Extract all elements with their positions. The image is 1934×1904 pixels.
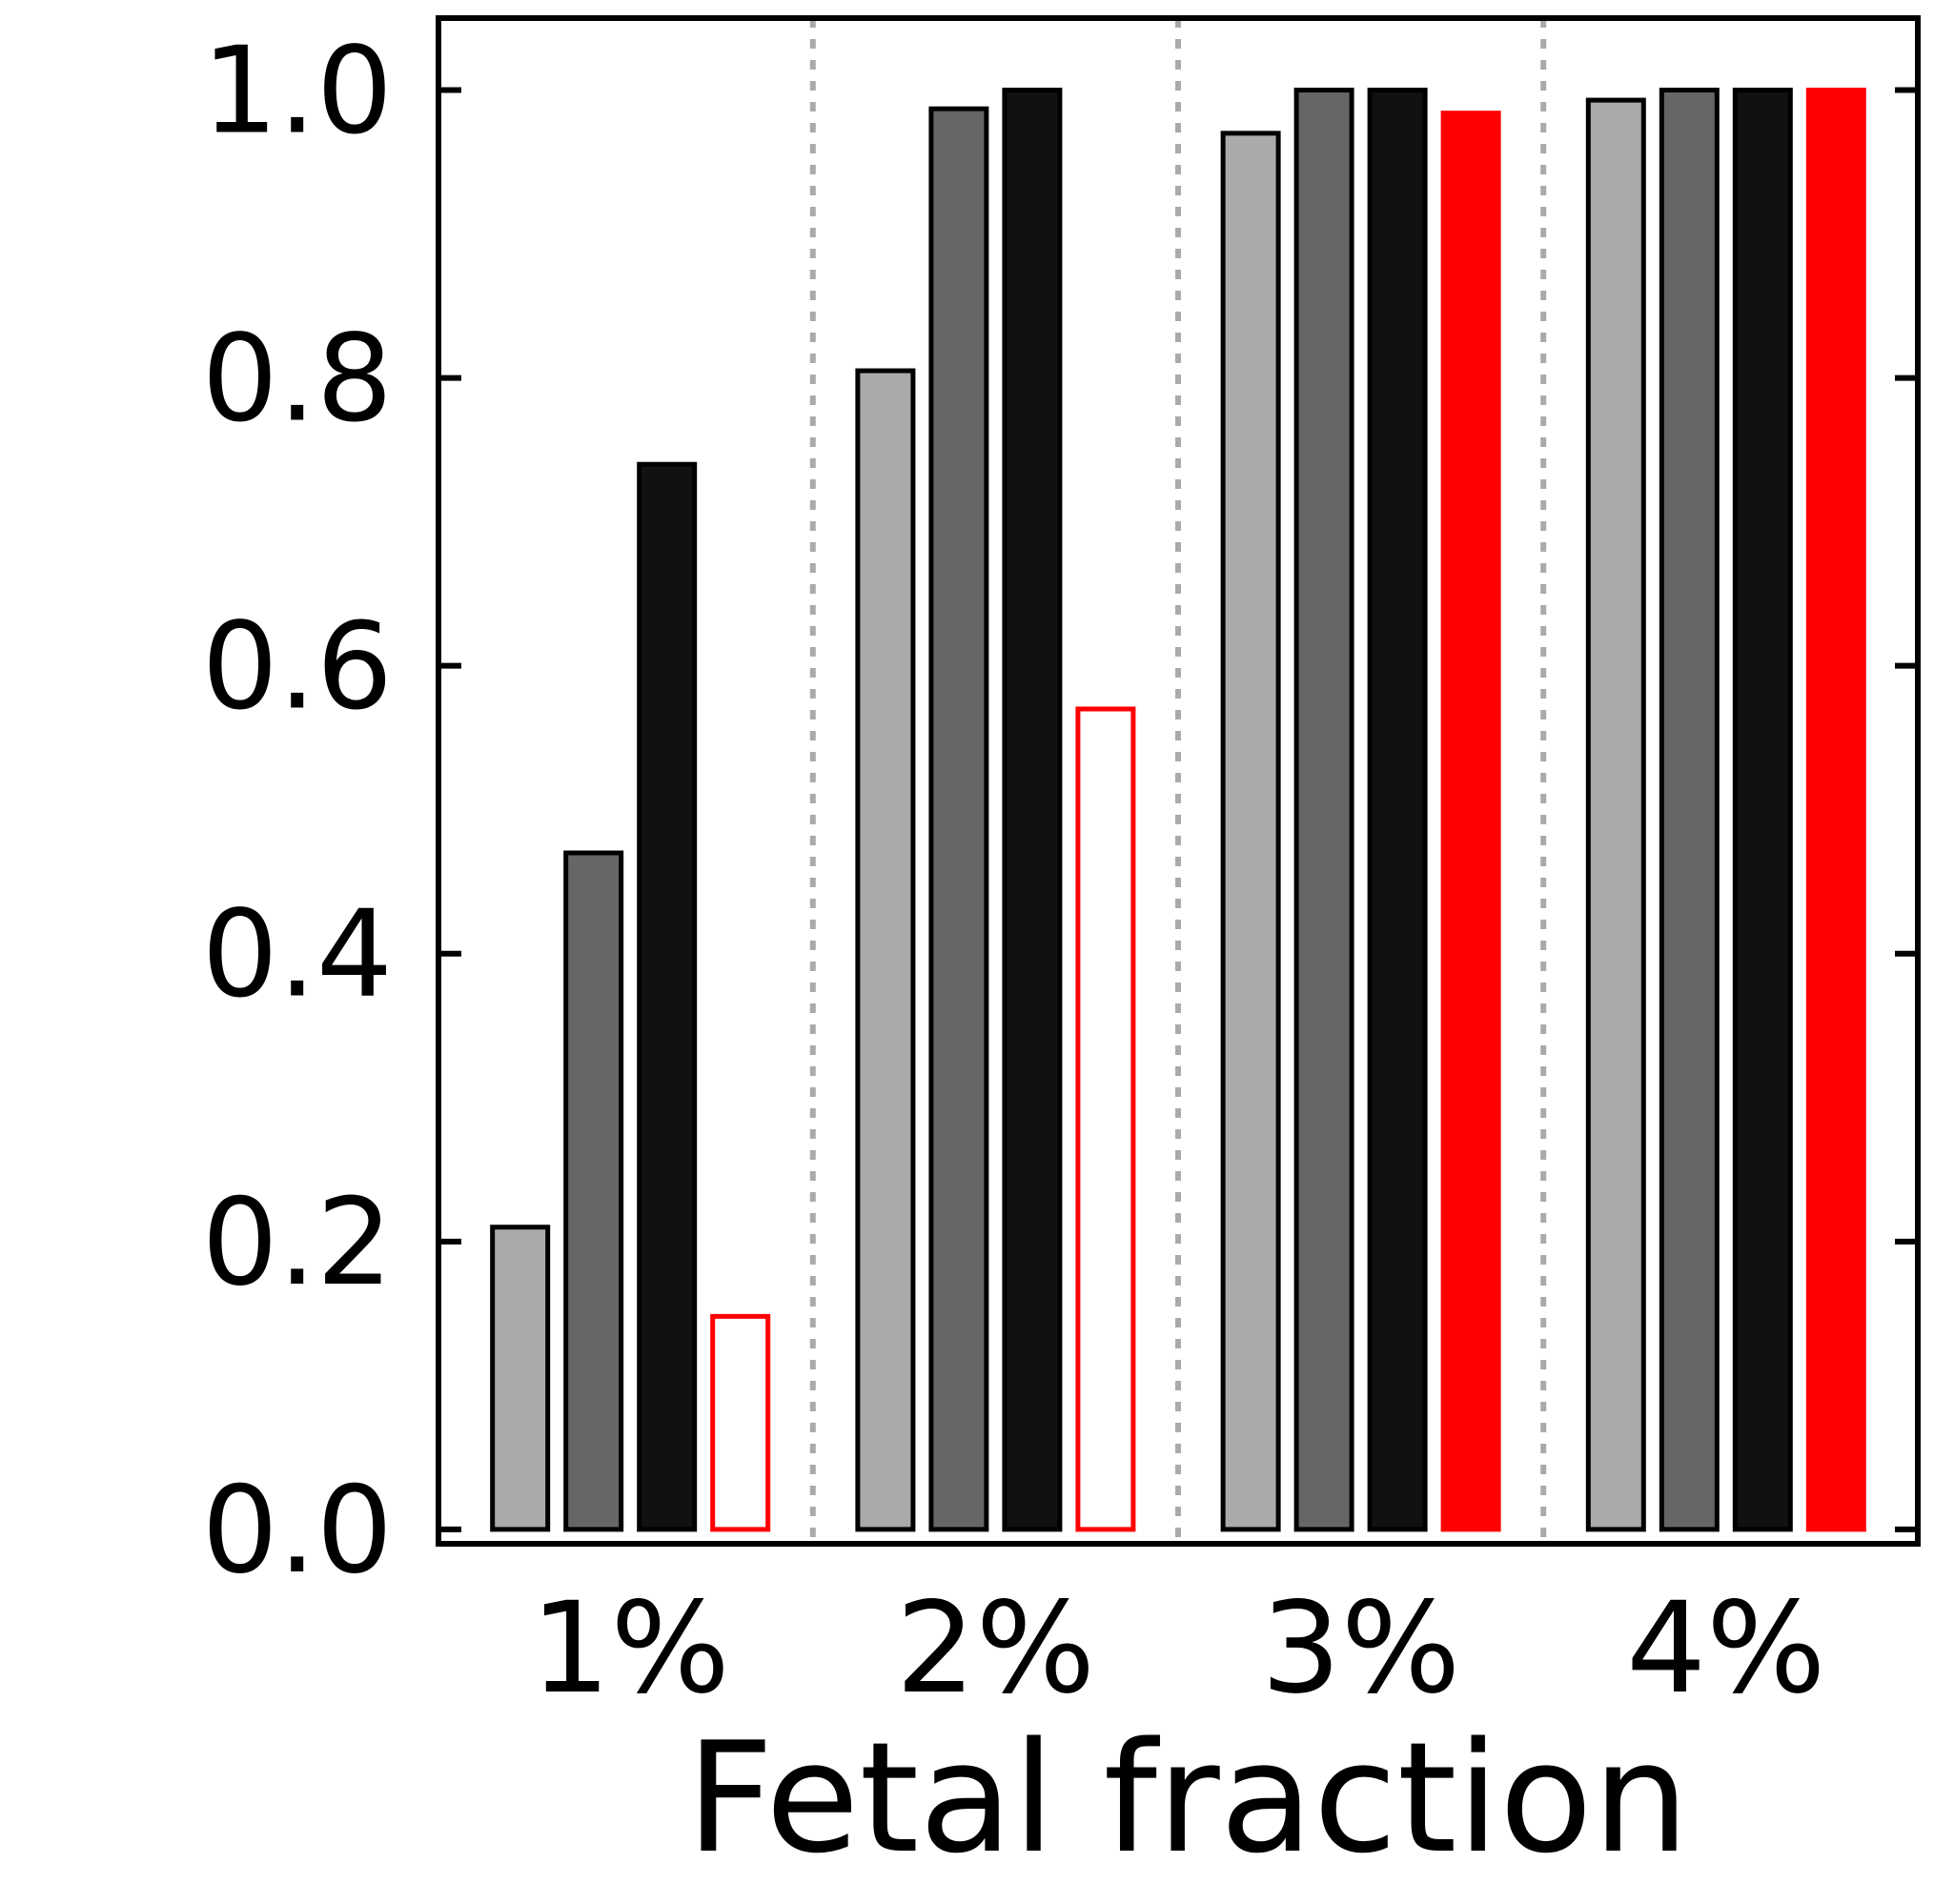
x-tick-label: 4% xyxy=(1626,1575,1825,1722)
x-axis-ticks: 1% 2% 3% 4% xyxy=(530,1575,1825,1722)
y-tick-label: 0.2 xyxy=(202,1172,393,1312)
category-separators xyxy=(809,18,1547,1544)
bar-3pct-series-1 xyxy=(1220,131,1281,1532)
bar-1pct-series-3 xyxy=(637,461,698,1532)
y-tick-label: 0.6 xyxy=(202,597,393,737)
bar-4pct-series-2 xyxy=(1659,88,1720,1532)
bar-3pct-series-3 xyxy=(1367,88,1428,1532)
y-tick-label: 0.8 xyxy=(202,309,393,449)
bar-3pct-series-2 xyxy=(1293,88,1354,1532)
bar-3pct-series-4 xyxy=(1440,111,1501,1532)
bar-2pct-series-1 xyxy=(855,368,916,1532)
bar-1pct-series-1 xyxy=(490,1225,551,1532)
x-tick-label: 2% xyxy=(896,1575,1095,1722)
bar-2pct-series-3 xyxy=(1002,88,1063,1532)
bar-2pct-series-2 xyxy=(928,106,989,1532)
bar-1pct-series-2 xyxy=(563,850,624,1532)
x-tick-label: 3% xyxy=(1261,1575,1460,1722)
bar-4pct-series-3 xyxy=(1732,88,1793,1532)
x-axis-label: Fetal fraction xyxy=(686,1709,1689,1887)
bar-4pct-series-1 xyxy=(1585,97,1646,1532)
bar-4pct-series-4 xyxy=(1805,88,1866,1532)
x-tick-label: 1% xyxy=(530,1575,729,1722)
bars-group xyxy=(490,88,1866,1532)
y-tick-label: 1.0 xyxy=(202,21,393,161)
y-tick-label: 0.4 xyxy=(202,884,393,1024)
plot-frame xyxy=(436,15,1921,1547)
bar-1pct-series-4 xyxy=(710,1313,771,1532)
y-tick-label: 0.0 xyxy=(202,1460,393,1600)
bar-2pct-series-4 xyxy=(1075,706,1136,1532)
y-axis-ticks: 0.0 0.2 0.4 0.6 0.8 1.0 xyxy=(202,21,1918,1600)
